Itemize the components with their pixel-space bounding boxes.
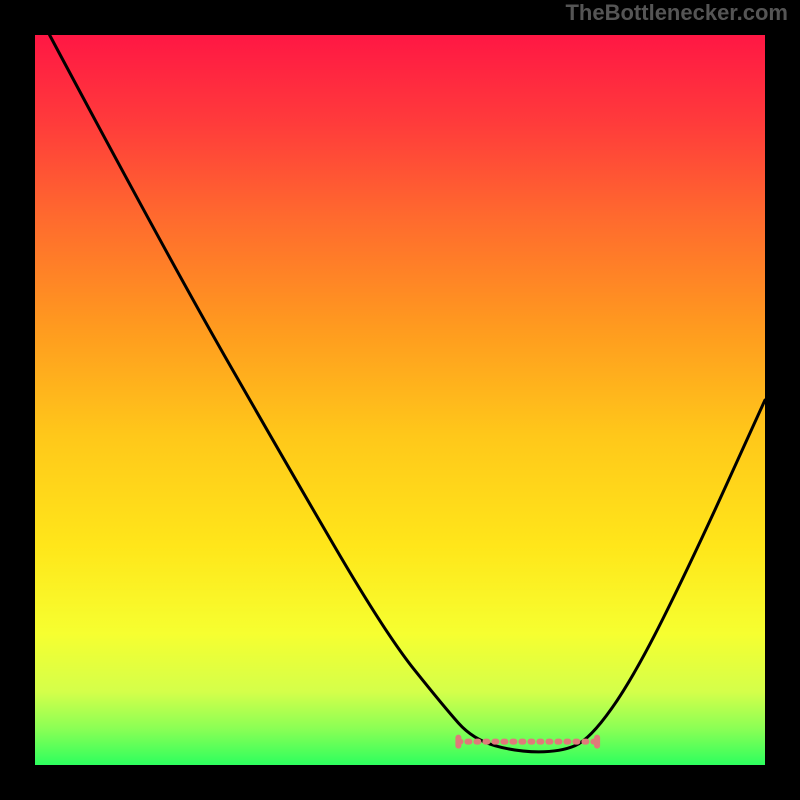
bottleneck-chart <box>0 0 800 800</box>
gradient-background <box>35 35 765 765</box>
